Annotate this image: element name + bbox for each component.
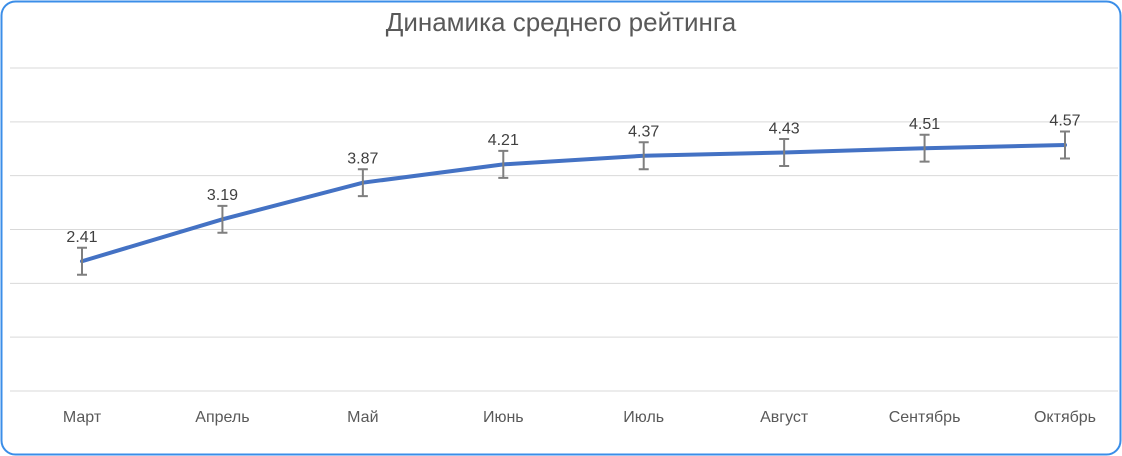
line — [80, 142, 1067, 264]
error-bar — [217, 204, 228, 234]
error-bar — [498, 149, 509, 179]
data-label: 4.57 — [1049, 113, 1080, 130]
data-label: 3.87 — [347, 150, 378, 167]
error-bar — [779, 138, 790, 167]
data-label: 3.19 — [207, 187, 238, 204]
error-bar — [638, 141, 649, 171]
x-tick-label: Июль — [623, 409, 664, 426]
data-label: 4.21 — [488, 132, 519, 149]
x-tick-label: Сентябрь — [889, 409, 961, 426]
data-label: 4.51 — [909, 116, 940, 133]
error-bar — [77, 246, 87, 276]
x-tick-label: Апрель — [195, 409, 249, 426]
x-tick-label: Май — [347, 409, 378, 426]
x-tick-label: Октябрь — [1034, 409, 1096, 426]
error-bar — [1060, 130, 1070, 160]
x-tick-label: Март — [63, 409, 102, 426]
x-tick-label: Август — [760, 409, 809, 426]
error-bar — [357, 168, 368, 198]
chart-title: Динамика среднего рейтинга — [386, 7, 737, 37]
data-label: 4.43 — [769, 120, 800, 137]
x-tick-label: Июнь — [483, 409, 524, 426]
data-label: 2.41 — [66, 229, 97, 246]
error-bar — [919, 133, 930, 163]
data-label: 4.37 — [628, 124, 659, 141]
